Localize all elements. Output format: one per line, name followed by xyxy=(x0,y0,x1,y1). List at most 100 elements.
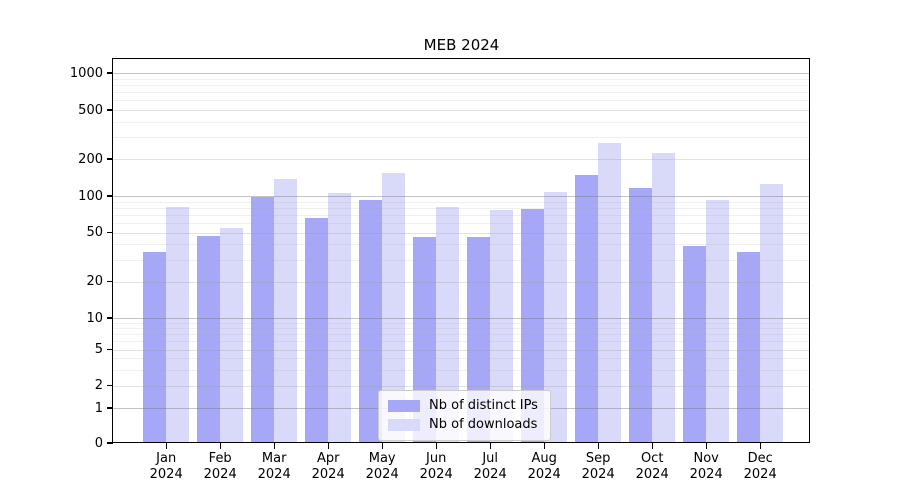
bar-nb-of-downloads-apr xyxy=(328,193,351,443)
x-tick-mark xyxy=(759,443,761,449)
y-tick-label-200: 200 xyxy=(78,151,103,167)
bar-nb-of-downloads-jul xyxy=(490,209,513,443)
y-tick-mark xyxy=(106,280,113,283)
y-tick-label-5: 5 xyxy=(94,342,103,357)
x-tick-mark xyxy=(273,443,275,449)
bar-nb-of-downloads-mar xyxy=(274,179,297,443)
x-tick-month: May xyxy=(368,451,396,466)
legend-swatch-icon xyxy=(388,399,420,412)
x-tick-month: Mar xyxy=(261,451,287,466)
bar-nb-of-distinct-ips-sep xyxy=(575,174,599,443)
x-tick-label-apr: Apr 2024 xyxy=(296,451,360,483)
x-tick-year: 2024 xyxy=(635,467,669,482)
x-tick-month: Apr xyxy=(316,451,340,466)
bar-nb-of-distinct-ips-oct xyxy=(629,187,653,443)
y-tick-mark xyxy=(106,317,113,319)
legend-item-nb-of-distinct-ips: Nb of distinct IPs xyxy=(388,396,538,415)
x-tick-label-may: May 2024 xyxy=(350,451,414,483)
legend-label: Nb of downloads xyxy=(429,417,538,432)
x-tick-year: 2024 xyxy=(257,467,291,482)
bar-nb-of-downloads-feb xyxy=(220,228,243,443)
y-tick-mark xyxy=(106,384,113,387)
x-tick-label-nov: Nov 2024 xyxy=(674,451,738,483)
x-tick-year: 2024 xyxy=(527,467,561,482)
y-tick-mark xyxy=(106,158,113,160)
x-tick-year: 2024 xyxy=(365,467,399,482)
x-tick-label-jan: Jan 2024 xyxy=(134,451,198,483)
x-tick-year: 2024 xyxy=(689,467,723,482)
bar-nb-of-distinct-ips-mar xyxy=(251,196,275,443)
x-tick-label-mar: Mar 2024 xyxy=(242,451,306,483)
x-tick-label-oct: Oct 2024 xyxy=(620,451,684,483)
y-tick-label-20: 20 xyxy=(86,274,103,289)
x-tick-mark xyxy=(705,443,707,449)
x-tick-mark xyxy=(597,443,599,449)
bars-layer xyxy=(113,59,810,443)
x-tick-month: Aug xyxy=(531,451,557,466)
y-tick-mark xyxy=(106,231,113,234)
y-tick-mark xyxy=(106,407,113,409)
x-tick-year: 2024 xyxy=(743,467,777,482)
bar-nb-of-downloads-dec xyxy=(760,184,783,443)
bar-nb-of-downloads-sep xyxy=(598,142,621,443)
x-tick-label-jun: Jun 2024 xyxy=(404,451,468,483)
bar-nb-of-distinct-ips-aug xyxy=(521,209,545,443)
x-tick-year: 2024 xyxy=(419,467,453,482)
x-tick-month: Jun xyxy=(426,451,447,466)
x-tick-label-feb: Feb 2024 xyxy=(188,451,252,483)
x-tick-year: 2024 xyxy=(311,467,345,482)
x-tick-month: Oct xyxy=(640,451,664,466)
x-tick-month: Nov xyxy=(693,451,719,466)
y-tick-mark xyxy=(106,195,113,197)
bar-nb-of-downloads-nov xyxy=(706,200,729,443)
x-tick-month: Sep xyxy=(585,451,611,466)
x-tick-year: 2024 xyxy=(203,467,237,482)
bar-nb-of-downloads-aug xyxy=(544,192,567,443)
y-tick-label-1: 1 xyxy=(94,400,103,416)
bar-nb-of-distinct-ips-nov xyxy=(683,245,707,443)
x-tick-year: 2024 xyxy=(149,467,183,482)
x-tick-mark xyxy=(327,443,329,449)
x-tick-mark xyxy=(435,443,437,449)
x-tick-mark xyxy=(651,443,653,449)
y-tick-mark xyxy=(106,348,113,351)
x-tick-year: 2024 xyxy=(581,467,615,482)
x-tick-mark xyxy=(381,443,383,449)
y-tick-label-50: 50 xyxy=(86,225,103,240)
x-tick-mark xyxy=(219,443,221,449)
y-tick-label-10: 10 xyxy=(86,310,103,326)
x-tick-month: Jul xyxy=(482,451,499,466)
x-tick-label-jul: Jul 2024 xyxy=(458,451,522,483)
y-tick-label-100: 100 xyxy=(78,188,103,204)
chart-title: MEB 2024 xyxy=(423,36,500,54)
bar-nb-of-distinct-ips-apr xyxy=(305,217,329,443)
bar-nb-of-downloads-jan xyxy=(166,207,189,443)
y-tick-label-500: 500 xyxy=(78,102,103,118)
x-tick-mark xyxy=(165,443,167,449)
x-tick-mark xyxy=(543,443,545,449)
bar-nb-of-distinct-ips-jan xyxy=(143,251,167,443)
y-tick-label-2: 2 xyxy=(94,378,103,393)
legend-item-nb-of-downloads: Nb of downloads xyxy=(388,415,538,434)
x-tick-label-dec: Dec 2024 xyxy=(728,451,792,483)
bar-nb-of-downloads-jun xyxy=(436,207,459,443)
x-tick-year: 2024 xyxy=(473,467,507,482)
y-tick-mark xyxy=(106,109,113,111)
bar-nb-of-downloads-may xyxy=(382,172,405,443)
x-tick-month: Feb xyxy=(208,451,232,466)
x-tick-label-aug: Aug 2024 xyxy=(512,451,576,483)
x-tick-label-sep: Sep 2024 xyxy=(566,451,630,483)
y-tick-mark xyxy=(106,442,113,444)
y-tick-label-1000: 1000 xyxy=(69,65,103,81)
bar-nb-of-distinct-ips-dec xyxy=(737,251,761,443)
y-tick-mark xyxy=(106,72,113,74)
x-tick-mark xyxy=(489,443,491,449)
bar-nb-of-distinct-ips-feb xyxy=(197,235,221,443)
legend-swatch-icon xyxy=(388,418,420,431)
bar-nb-of-distinct-ips-may xyxy=(359,199,383,443)
x-tick-month: Dec xyxy=(747,451,773,466)
legend-label: Nb of distinct IPs xyxy=(429,398,538,413)
bar-nb-of-downloads-oct xyxy=(652,152,675,443)
legend: Nb of distinct IPs Nb of downloads xyxy=(378,390,551,441)
x-tick-month: Jan xyxy=(156,451,177,466)
